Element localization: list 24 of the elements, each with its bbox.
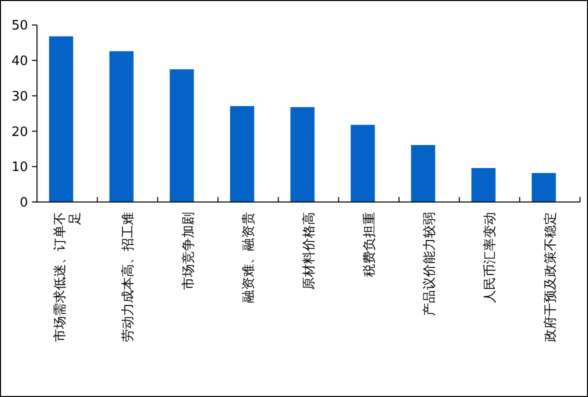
x-tick-label: 产品议价能力较弱 — [422, 212, 438, 316]
bar — [170, 69, 194, 202]
y-tick-label: 40 — [11, 54, 28, 69]
y-tick-label: 30 — [11, 89, 28, 104]
x-tick-label: 原材料价格高 — [301, 212, 318, 290]
y-tick-label: 0 — [20, 196, 28, 211]
bar — [532, 172, 556, 202]
x-tick-label: 政府干预及政策不稳定 — [542, 212, 558, 342]
bar — [471, 168, 496, 202]
y-tick-label: 20 — [11, 124, 28, 140]
bar — [49, 36, 74, 202]
bar — [230, 106, 254, 202]
y-tick-label: 10 — [11, 160, 28, 176]
x-tick-label: 人民币汇率变动 — [482, 212, 498, 303]
x-tick-label: 市场竞争加剧 — [181, 212, 196, 290]
x-tick-label: 融资难、融资贵 — [242, 212, 257, 303]
x-tick-label: 市场需求低迷、订单不足 — [53, 212, 84, 342]
x-tick-label: 劳动力成本高、招工难 — [120, 212, 136, 342]
x-tick-label: 税费负担重 — [362, 212, 378, 277]
bar — [290, 107, 315, 202]
bar — [109, 51, 134, 202]
y-tick-label: 50 — [11, 18, 28, 34]
bar — [350, 124, 375, 202]
bar — [411, 145, 436, 202]
